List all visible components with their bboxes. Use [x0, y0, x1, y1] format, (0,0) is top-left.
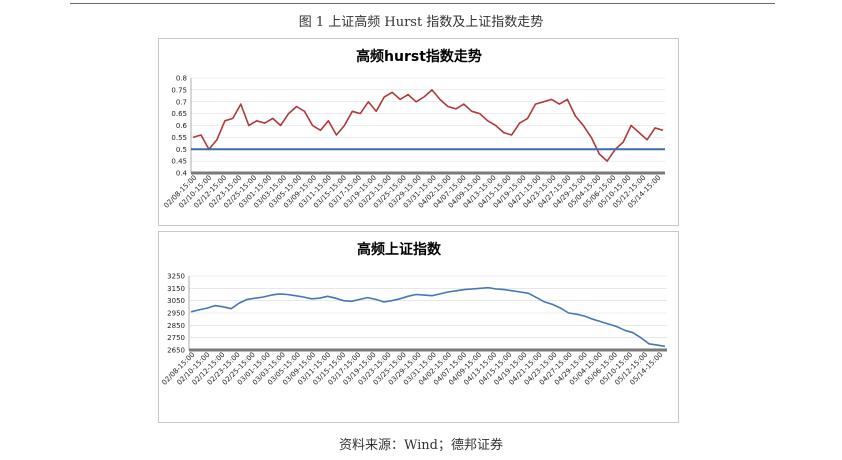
y-tick-label: 2950	[167, 310, 185, 318]
y-tick-label: 2750	[167, 334, 185, 342]
y-tick-label: 0.75	[171, 86, 187, 94]
series-line	[192, 89, 664, 162]
y-tick-label: 2650	[167, 347, 185, 355]
y-tick-label: 0.4	[176, 170, 188, 178]
index-chart: 高频上证指数325031503050295028502750265002/08-…	[160, 241, 667, 387]
y-tick-label: 0.5	[176, 146, 187, 154]
figure-caption: 图 1 上证高频 Hurst 指数及上证指数走势	[298, 15, 544, 30]
y-tick-label: 0.55	[171, 134, 187, 142]
y-tick-label: 3250	[167, 273, 185, 281]
y-tick-label: 0.45	[171, 158, 187, 166]
y-tick-label: 0.65	[171, 110, 187, 118]
top-rule	[70, 3, 775, 4]
y-tick-label: 2850	[167, 322, 185, 330]
y-tick-label: 0.6	[176, 122, 188, 130]
series-line	[190, 286, 666, 348]
y-tick-label: 3050	[167, 297, 185, 305]
hurst-chart: 高频hurst指数走势 0.8 0.75 0.7 0.65 0.6 0.55 0.5 0.45 0…	[162, 48, 665, 210]
y-tick-label: 0.7	[176, 98, 187, 106]
hurst-chart-panel: 高频hurst指数走势 0.8 0.75 0.7 0.65 0.6 0.55 0.5 0.45 0…	[158, 38, 679, 226]
source-note: 资料来源：Wind；德邦证券	[339, 438, 503, 453]
chart-title: 高频hurst指数走势	[356, 48, 482, 65]
y-tick-label: 0.8	[176, 75, 187, 83]
chart-title: 高频上证指数	[357, 241, 442, 258]
y-tick-label: 3150	[167, 285, 185, 293]
index-chart-panel: 高频上证指数 3250 3150 3050 2950 2850 2750 2650 02/08-…	[158, 231, 679, 423]
